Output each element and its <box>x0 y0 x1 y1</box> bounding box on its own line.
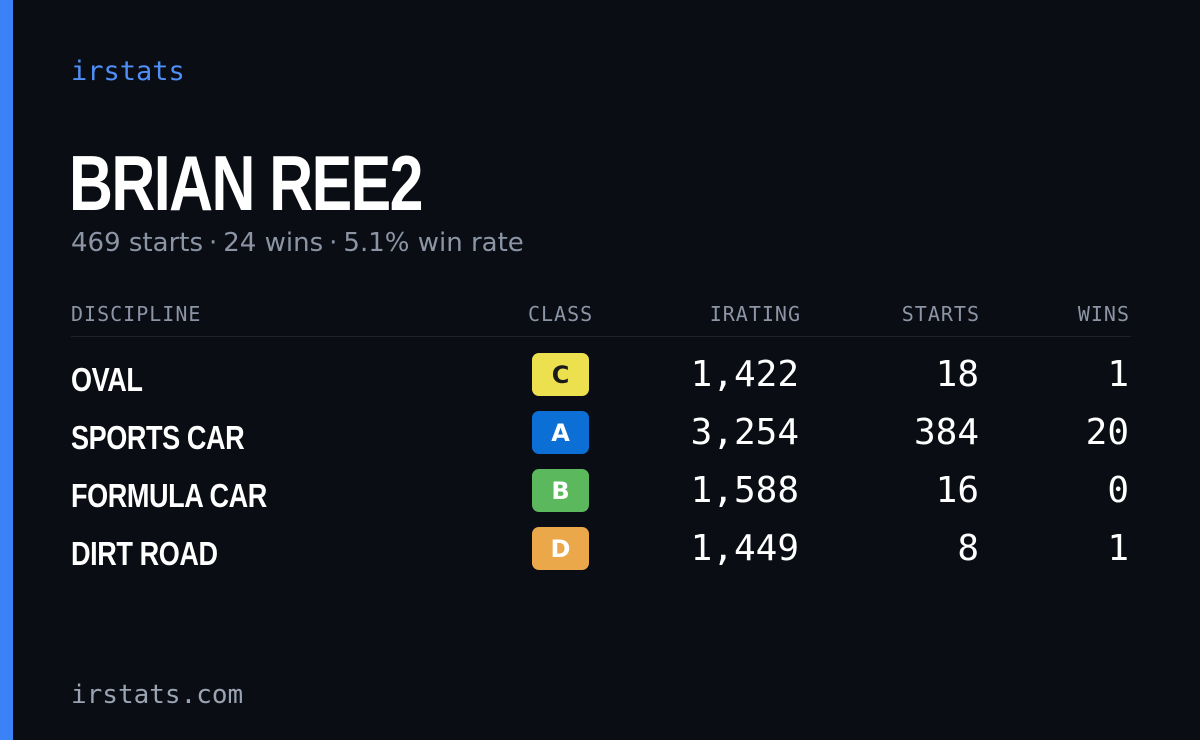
table-row: FORMULA CAR B 1,588 16 0 <box>71 469 1131 527</box>
starts-value: 8 <box>957 528 979 569</box>
driver-name: BRIAN REE2 <box>69 139 423 227</box>
class-badge: D <box>532 527 589 570</box>
summary-separator: · <box>329 228 338 258</box>
irating-value: 1,422 <box>690 354 799 395</box>
wins-value: 1 <box>1107 354 1129 395</box>
header-starts: STARTS <box>901 302 980 326</box>
brand-logo-text: irstats <box>71 56 185 87</box>
table-header: DISCIPLINE CLASS IRATING STARTS WINS <box>71 298 1131 337</box>
irating-value: 1,588 <box>690 470 799 511</box>
driver-summary: 469 starts · 24 wins · 5.1% win rate <box>71 228 524 258</box>
table-row: OVAL C 1,422 18 1 <box>71 353 1131 411</box>
starts-value: 384 <box>913 412 979 453</box>
header-wins: WINS <box>1077 302 1130 326</box>
discipline-label: DIRT ROAD <box>71 535 218 572</box>
discipline-table: DISCIPLINE CLASS IRATING STARTS WINS OVA… <box>71 298 1131 585</box>
wins-value: 20 <box>1085 412 1129 453</box>
table-body: OVAL C 1,422 18 1 SPORTS CAR A 3,254 384… <box>71 337 1131 585</box>
header-irating: IRATING <box>709 302 801 326</box>
summary-separator: · <box>209 228 218 258</box>
wins-value: 0 <box>1107 470 1129 511</box>
accent-bar <box>0 0 13 740</box>
discipline-label: SPORTS CAR <box>71 419 245 456</box>
summary-win-rate: 5.1% win rate <box>343 228 524 258</box>
irating-value: 3,254 <box>690 412 799 453</box>
class-badge: C <box>532 353 589 396</box>
header-class: CLASS <box>528 302 594 326</box>
summary-starts: 469 starts <box>71 228 203 258</box>
starts-value: 18 <box>935 354 979 395</box>
discipline-label: OVAL <box>71 361 143 398</box>
header-discipline: DISCIPLINE <box>71 302 202 326</box>
footer-url: irstats.com <box>71 680 244 710</box>
summary-wins: 24 wins <box>223 228 324 258</box>
table-row: SPORTS CAR A 3,254 384 20 <box>71 411 1131 469</box>
irating-value: 1,449 <box>690 528 799 569</box>
wins-value: 1 <box>1107 528 1129 569</box>
class-badge: B <box>532 469 589 512</box>
starts-value: 16 <box>935 470 979 511</box>
class-badge: A <box>532 411 589 454</box>
discipline-label: FORMULA CAR <box>71 477 267 514</box>
table-row: DIRT ROAD D 1,449 8 1 <box>71 527 1131 585</box>
